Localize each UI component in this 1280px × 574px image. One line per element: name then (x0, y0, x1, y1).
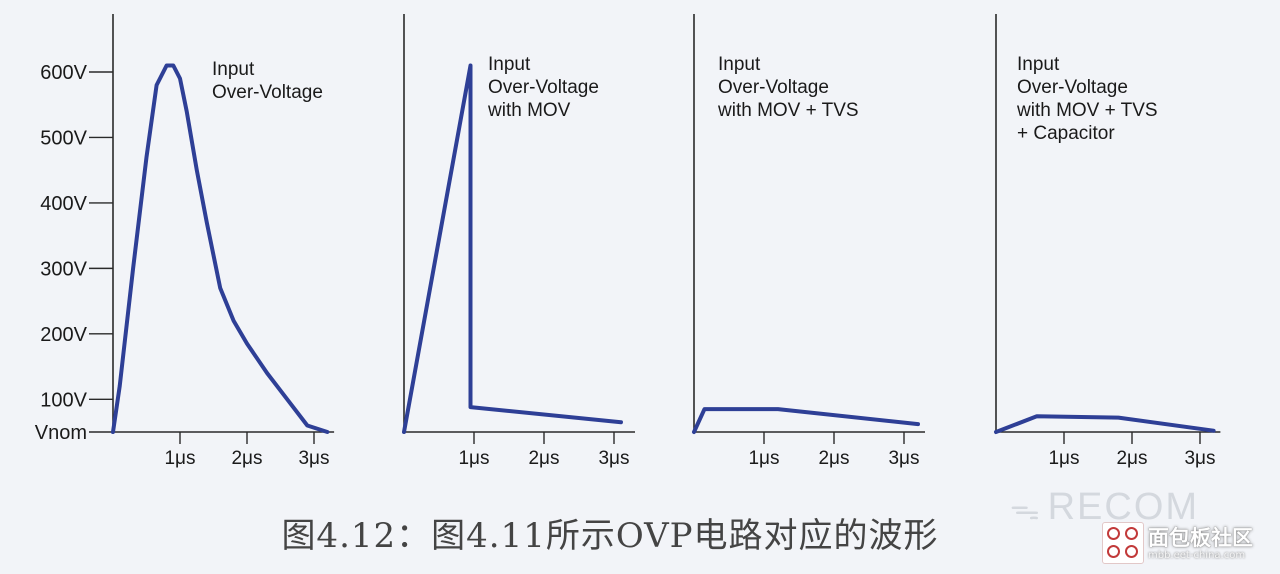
eet-site-url: mbb.eet-china.com (1148, 550, 1246, 561)
panel-annotation-line: Over-Voltage (212, 82, 323, 103)
waveform-line (994, 414, 1216, 434)
figure-caption: 图4.12：图4.11所示OVP电路对应的波形 (281, 516, 939, 556)
x-tick-label: 2μs (818, 448, 849, 469)
waveform-line (692, 407, 920, 434)
panel-annotation-line: Input (212, 59, 255, 80)
eet-site-name: 面包板社区 (1148, 526, 1253, 550)
panel-annotation-line: + Capacitor (1017, 123, 1115, 144)
eet-logo-icon (1102, 522, 1144, 564)
waveform-line (402, 63, 623, 434)
y-tick-label: 300V (40, 258, 87, 280)
panel-annotation-line: with MOV + TVS (717, 100, 859, 121)
recom-watermark-text: RECOM (1047, 486, 1200, 528)
x-tick-label: 1μs (458, 448, 489, 469)
x-tick-label: 3μs (1184, 448, 1215, 469)
x-tick-label: 3μs (888, 448, 919, 469)
x-tick-label: 1μs (164, 448, 195, 469)
x-tick-label: 3μs (598, 448, 629, 469)
y-tick-label: 500V (40, 127, 87, 149)
y-tick-label: 200V (40, 324, 87, 346)
wechat-icon: ᯓ (1010, 493, 1042, 526)
recom-watermark: ᯓ RECOM (1010, 486, 1199, 529)
panel-annotation-line: Input (718, 54, 761, 75)
eet-china-watermark: 面包板社区 mbb.eet-china.com (1098, 520, 1274, 566)
panel-annotation-line: Over-Voltage (718, 77, 829, 98)
ovp-waveform-chart: 600V 500V 400V 300V 200V 100V Vnom 1μs 2μs 3μs Inp… (35, 14, 1221, 469)
x-tick-label: 2μs (1116, 448, 1147, 469)
panel-annotation-line: Input (1017, 54, 1060, 75)
waveform-line (111, 63, 330, 434)
x-tick-label: 2μs (231, 448, 262, 469)
panel-annotation-line: Over-Voltage (1017, 77, 1128, 98)
x-tick-label: 2μs (528, 448, 559, 469)
panel-annotation-line: with MOV + TVS (1016, 100, 1158, 121)
x-tick-label: 1μs (748, 448, 779, 469)
panel-annotation-line: Input (488, 54, 531, 75)
y-tick-label: 600V (40, 62, 87, 84)
y-tick-label: Vnom (35, 422, 87, 444)
y-tick-label: 100V (40, 389, 87, 411)
x-tick-label: 3μs (298, 448, 329, 469)
panel-annotation-line: with MOV (487, 100, 571, 121)
panel-annotation-line: Over-Voltage (488, 77, 599, 98)
y-tick-label: 400V (40, 193, 87, 215)
x-tick-label: 1μs (1048, 448, 1079, 469)
